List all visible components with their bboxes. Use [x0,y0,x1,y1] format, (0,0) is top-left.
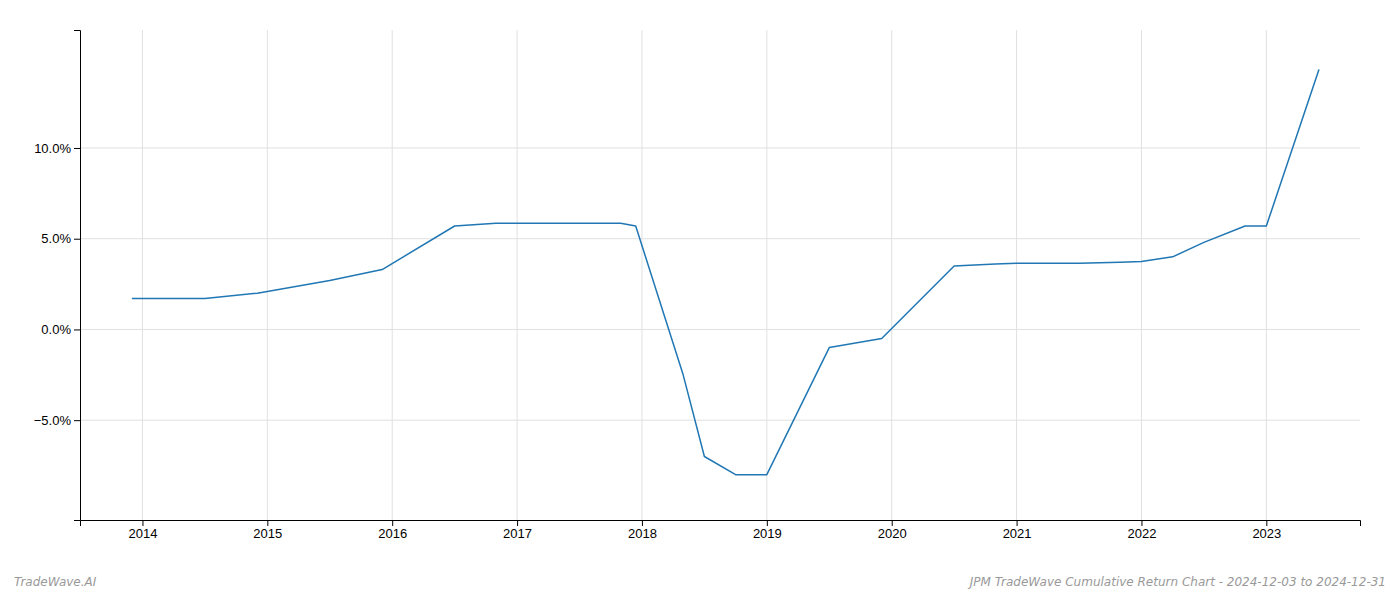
x-tick-mark [1266,520,1267,526]
x-tick-label: 2016 [378,526,407,541]
line [132,70,1318,475]
x-tick-mark [642,520,643,526]
x-tick: 2014 [128,520,157,541]
grid-line-x [1141,30,1142,520]
x-tick-label: 2015 [253,526,282,541]
x-tick-mark [1017,520,1018,526]
y-tick: −5.0% [34,413,80,428]
y-axis: −5.0% 0.0% 5.0% 10.0% [34,31,81,521]
grid-line-x [1266,30,1267,520]
annotation: TradeWave.AI [14,575,97,589]
y-tick-mark [74,148,80,149]
grid-line-x [641,30,642,520]
grid-line-x [392,30,393,520]
y-tick-label: 10.0% [34,141,71,156]
plot: 2014 2015 2016 2017 2018 2019 2020 2021 2022 2023… [34,30,1361,541]
y-tick-label: 5.0% [41,231,71,246]
x-tick-label: 2022 [1128,526,1157,541]
grid-line-x [1016,30,1017,520]
y-tick-mark [74,329,80,330]
y-axis-line [74,31,81,521]
x-tick-mark [767,520,768,526]
x-tick-mark [267,520,268,526]
grid-line-y [80,147,1360,148]
grid-line-x [517,30,518,520]
annotation: JPM TradeWave Cumulative Return Chart - … [968,575,1386,589]
x-tick: 2016 [378,520,407,541]
x-tick: 2019 [753,520,782,541]
x-tick-label: 2017 [503,526,532,541]
x-tick: 2020 [878,520,907,541]
x-tick-label: 2014 [128,526,157,541]
marks [132,70,1318,475]
grid-line-y [80,329,1360,330]
x-tick-mark [1141,520,1142,526]
grid-line-x [766,30,767,520]
y-tick-label: −5.0% [34,413,72,428]
x-tick-mark [517,520,518,526]
y-tick: 0.0% [41,322,80,337]
grid-line-x [142,30,143,520]
x-tick: 2015 [253,520,282,541]
x-axis-line [81,521,1361,527]
y-tick-mark [74,239,80,240]
y-tick: 10.0% [34,141,80,156]
grid [80,30,1360,520]
y-tick-label: 0.0% [41,322,71,337]
x-tick-label: 2021 [1003,526,1032,541]
y-tick-mark [74,420,80,421]
y-tick: 5.0% [41,231,80,246]
chart: 2014 2015 2016 2017 2018 2019 2020 2021 2022 2023… [0,0,1400,600]
grid-line-x [891,30,892,520]
x-tick: 2017 [503,520,532,541]
x-tick: 2018 [628,520,657,541]
x-tick: 2022 [1128,520,1157,541]
grid-line-x [267,30,268,520]
x-tick: 2021 [1003,520,1032,541]
x-tick-label: 2019 [753,526,782,541]
x-tick-mark [142,520,143,526]
grid-line-y [80,420,1360,421]
x-tick: 2023 [1252,520,1281,541]
x-tick-label: 2018 [628,526,657,541]
x-tick-mark [892,520,893,526]
grid-line-y [80,238,1360,239]
x-axis: 2014 2015 2016 2017 2018 2019 2020 2021 2022 2023 [81,520,1361,541]
x-tick-label: 2020 [878,526,907,541]
x-tick-mark [392,520,393,526]
x-tick-label: 2023 [1252,526,1281,541]
